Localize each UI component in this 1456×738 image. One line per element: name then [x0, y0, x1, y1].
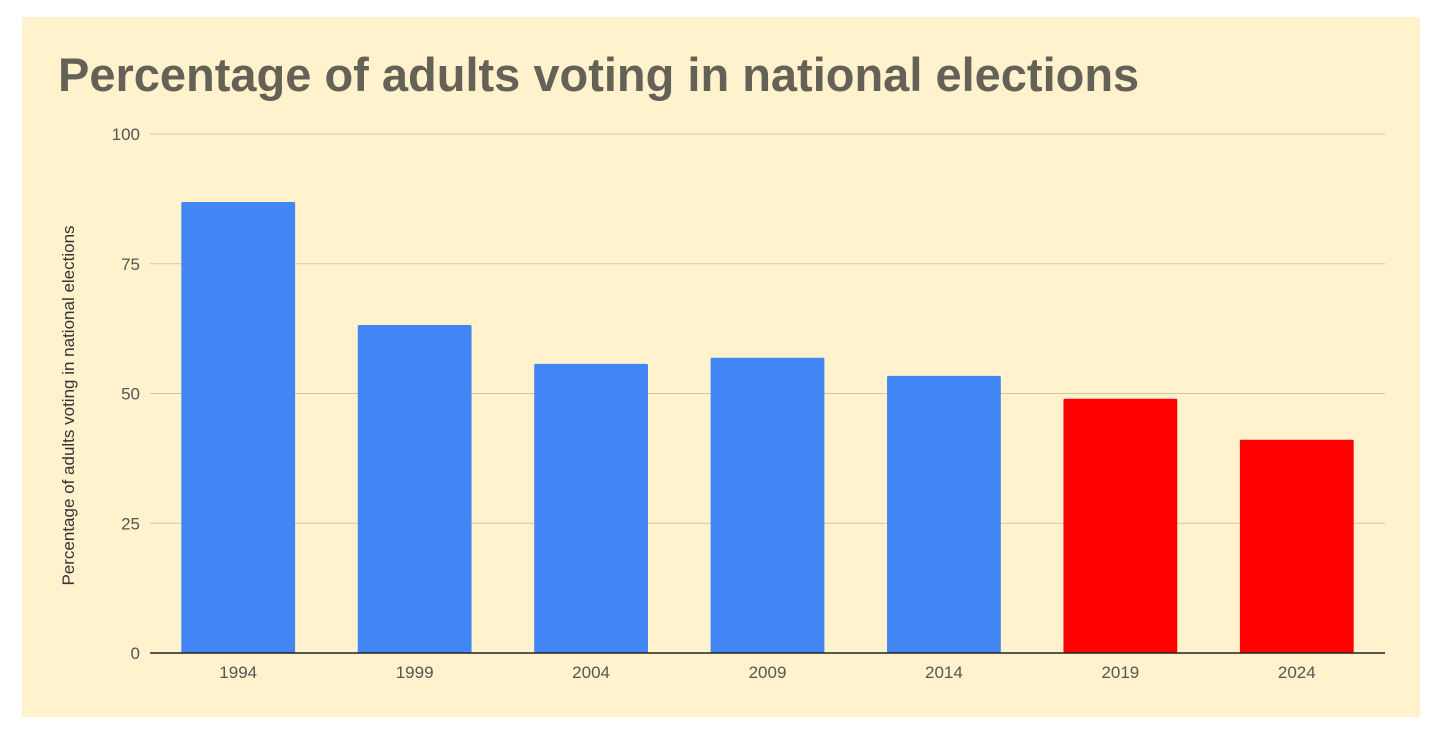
chart-title: Percentage of adults voting in national … — [58, 48, 1140, 101]
axes: 0 25 50 75 100 1994 1999 2004 2009 2014 2019 2024 — [112, 125, 1385, 682]
x-tick-label: 2019 — [1101, 663, 1139, 682]
y-tick-label: 50 — [121, 385, 140, 404]
y-tick-label: 75 — [121, 255, 140, 274]
x-tick-label: 2009 — [749, 663, 787, 682]
x-tick-label: 1994 — [219, 663, 257, 682]
bar-2019 — [1063, 398, 1178, 653]
chart-panel: Percentage of adults voting in national … — [22, 17, 1420, 717]
x-tick-label: 2024 — [1278, 663, 1316, 682]
bar-1999 — [357, 324, 472, 653]
x-tick-label: 1999 — [396, 663, 434, 682]
x-tick-label: 2014 — [925, 663, 963, 682]
y-axis-title: Percentage of adults voting in national … — [59, 225, 78, 585]
bar-2024 — [1239, 439, 1354, 653]
y-tick-label: 0 — [131, 644, 140, 663]
bar-2004 — [534, 363, 648, 653]
bar-2009 — [710, 357, 825, 653]
x-tick-label: 2004 — [572, 663, 610, 682]
bar-2014 — [887, 375, 1001, 653]
bars — [181, 201, 1354, 653]
y-tick-label: 100 — [112, 125, 140, 144]
chart-plot: 0 25 50 75 100 1994 1999 2004 2009 2014 2019 2024 P… — [59, 125, 1385, 682]
bar-1994 — [181, 201, 296, 653]
y-tick-label: 25 — [121, 514, 140, 533]
